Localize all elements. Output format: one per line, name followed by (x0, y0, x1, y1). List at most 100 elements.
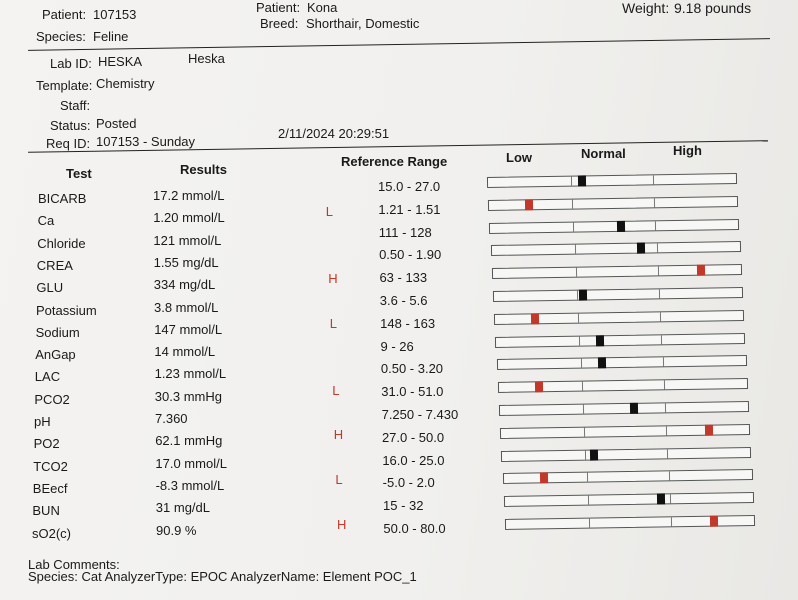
range-divider-high (663, 380, 666, 390)
species: Feline (93, 29, 129, 44)
range-divider-high (666, 426, 668, 436)
patient-name: Kona (307, 0, 338, 15)
reference-range: 16.0 - 25.0 (382, 452, 445, 468)
reference-range: 0.50 - 3.20 (380, 361, 444, 377)
result-marker (579, 289, 588, 301)
result-flag: L (329, 315, 338, 331)
test-result: 3.8 mmol/L (154, 299, 219, 315)
result-marker (597, 357, 606, 369)
col-results: Results (180, 162, 227, 177)
range-divider-low (574, 245, 576, 255)
test-result: 1.55 mg/dL (153, 254, 219, 270)
req-id: 107153 - Sunday (96, 134, 196, 149)
reference-range: 27.0 - 50.0 (381, 429, 445, 445)
result-flag: L (335, 471, 343, 487)
result-marker (629, 402, 638, 414)
range-divider-low (584, 450, 587, 460)
range-divider-low (576, 290, 578, 300)
result-marker (656, 493, 666, 505)
result-flag: H (333, 427, 344, 443)
test-result: 334 mg/dL (153, 277, 216, 293)
range-divider-high (655, 220, 657, 230)
range-divider-low (586, 473, 588, 483)
staff-label: Staff: (60, 98, 91, 113)
test-name: LAC (34, 369, 61, 385)
range-divider-high (668, 471, 670, 481)
range-divider-high (669, 494, 672, 504)
reference-range: 0.50 - 1.90 (379, 247, 442, 263)
test-name: BEecf (32, 480, 68, 496)
result-marker (530, 313, 539, 325)
range-bar (494, 309, 745, 325)
lab-comments-label: Lab Comments: (28, 557, 120, 572)
range-divider-low (578, 336, 581, 346)
result-marker (524, 199, 533, 211)
range-bar (492, 287, 744, 302)
test-result: 17.0 mmol/L (155, 455, 227, 471)
range-bar (489, 218, 740, 234)
reference-range: -5.0 - 2.0 (382, 475, 435, 491)
status: Posted (96, 116, 137, 131)
result-marker (590, 449, 599, 461)
reference-range: 148 - 163 (380, 315, 436, 331)
col-low: Low (506, 150, 532, 165)
test-name: PCO2 (34, 391, 70, 407)
reference-range: 3.6 - 5.6 (379, 293, 428, 308)
result-marker (596, 334, 605, 346)
test-name: CREA (36, 257, 73, 273)
range-bar (498, 401, 750, 416)
header-divider (28, 38, 770, 51)
test-result: 30.3 mmHg (154, 388, 222, 404)
test-name: BUN (32, 503, 60, 519)
range-bar (486, 173, 738, 188)
range-divider-high (654, 198, 656, 208)
test-name: PO2 (33, 436, 60, 452)
test-name: Sodium (35, 324, 80, 340)
range-divider-low (581, 381, 583, 391)
test-result: 121 mmol/L (153, 232, 222, 248)
lab-id: HESKA (98, 54, 143, 69)
range-divider-high (659, 289, 661, 299)
result-marker (705, 424, 714, 436)
result-marker (697, 264, 706, 276)
test-name: Chloride (37, 235, 86, 251)
range-bar (490, 241, 741, 257)
col-high: High (673, 143, 702, 158)
breed-label: Breed: (260, 16, 299, 31)
test-name: sO2(c) (32, 525, 71, 541)
result-flag: H (337, 516, 347, 532)
test-result: 1.20 mmol/L (153, 210, 225, 226)
test-result: 31 mg/dL (155, 500, 210, 516)
range-bar (495, 332, 746, 348)
test-name: TCO2 (33, 458, 68, 474)
range-divider-high (656, 243, 658, 253)
weight: 9.18 pounds (674, 0, 752, 16)
range-divider-high (660, 312, 662, 322)
test-result: 147 mmol/L (154, 321, 223, 337)
range-divider-low (580, 359, 582, 369)
breed: Shorthair, Domestic (306, 16, 420, 31)
species-label: Species: (36, 29, 86, 44)
reference-range: 9 - 26 (380, 338, 414, 354)
result-flag: L (332, 382, 340, 398)
reference-range: 50.0 - 80.0 (383, 521, 446, 536)
result-flag: L (325, 204, 334, 220)
test-name: GLU (36, 280, 64, 296)
weight-label: Weight: (622, 0, 670, 16)
species-analyzer-line: Species: Cat AnalyzerType: EPOC Analyzer… (28, 569, 417, 584)
result-marker (617, 220, 626, 232)
reference-range: 31.0 - 51.0 (381, 384, 444, 400)
test-name: Ca (37, 213, 55, 229)
test-result: 17.2 mmol/L (153, 188, 225, 203)
result-marker (578, 175, 587, 187)
test-result: 90.9 % (156, 522, 197, 538)
reference-range: 7.250 - 7.430 (381, 407, 459, 422)
range-divider-low (577, 313, 579, 323)
result-flag: H (328, 271, 338, 287)
test-name: Potassium (36, 302, 97, 318)
template: Chemistry (96, 76, 155, 91)
range-bar (503, 492, 754, 508)
reference-range: 111 - 128 (378, 224, 432, 240)
test-name: pH (34, 414, 51, 429)
range-bar (491, 264, 742, 280)
